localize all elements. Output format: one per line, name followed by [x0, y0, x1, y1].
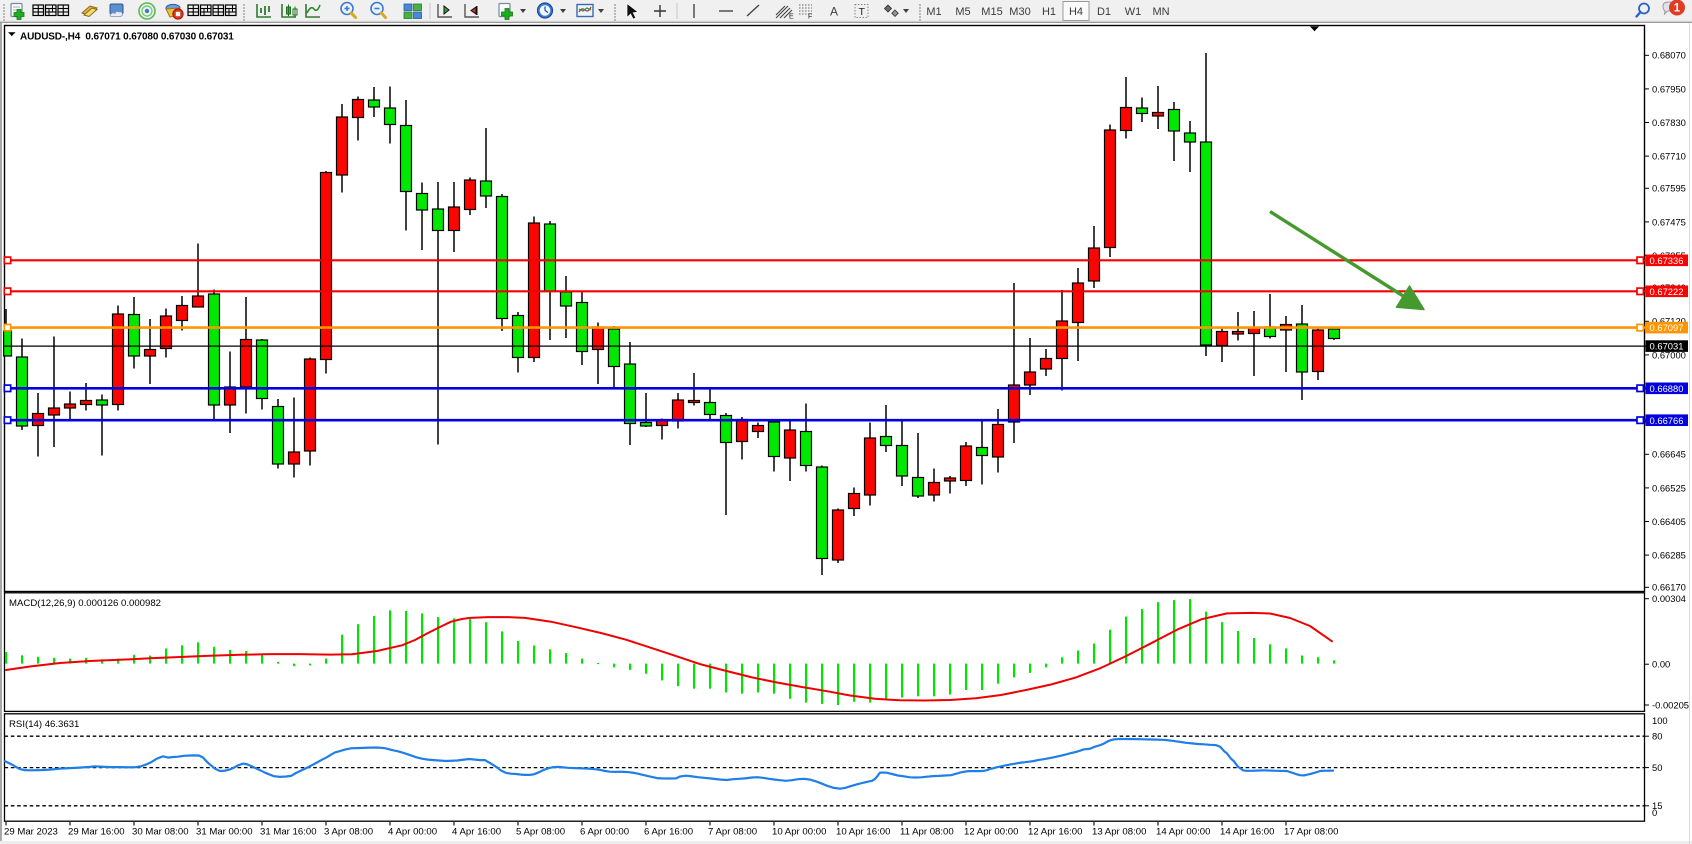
svg-text:10 Apr 16:00: 10 Apr 16:00	[836, 827, 890, 838]
svg-text:80: 80	[1652, 731, 1662, 742]
svg-text:5 Apr 08:00: 5 Apr 08:00	[516, 827, 565, 838]
svg-text:0.67000: 0.67000	[1652, 349, 1686, 360]
svg-text:0.67031: 0.67031	[1650, 341, 1684, 352]
svg-text:0.67336: 0.67336	[1650, 255, 1684, 266]
svg-text:1: 1	[1674, 3, 1681, 15]
svg-text:4 Apr 16:00: 4 Apr 16:00	[452, 827, 501, 838]
svg-text:H4: H4	[1069, 6, 1083, 18]
svg-text:0.66645: 0.66645	[1652, 449, 1686, 460]
svg-text:M15: M15	[981, 6, 1002, 18]
svg-text:D1: D1	[1097, 6, 1111, 18]
svg-text:0.67595: 0.67595	[1652, 183, 1686, 194]
svg-text:H1: H1	[1042, 6, 1056, 18]
svg-text:M30: M30	[1009, 6, 1030, 18]
svg-text:6 Apr 00:00: 6 Apr 00:00	[580, 827, 629, 838]
svg-text:12 Apr 16:00: 12 Apr 16:00	[1028, 827, 1082, 838]
svg-text:T: T	[859, 6, 866, 18]
svg-text:17 Apr 08:00: 17 Apr 08:00	[1284, 827, 1338, 838]
svg-text:E: E	[789, 14, 794, 21]
svg-text:0.66405: 0.66405	[1652, 516, 1686, 527]
svg-text:0.67475: 0.67475	[1652, 216, 1686, 227]
svg-text:31 Mar 16:00: 31 Mar 16:00	[260, 827, 317, 838]
svg-text:0.68070: 0.68070	[1652, 50, 1686, 61]
svg-text:0.66285: 0.66285	[1652, 550, 1686, 561]
svg-text:10 Apr 00:00: 10 Apr 00:00	[772, 827, 826, 838]
svg-text:29 Mar 16:00: 29 Mar 16:00	[68, 827, 125, 838]
svg-text:0.67222: 0.67222	[1650, 286, 1684, 297]
svg-text:12 Apr 00:00: 12 Apr 00:00	[964, 827, 1018, 838]
svg-text:0.67120: 0.67120	[1652, 316, 1686, 327]
svg-text:0.66880: 0.66880	[1650, 383, 1684, 394]
svg-text:7 Apr 08:00: 7 Apr 08:00	[708, 827, 757, 838]
svg-text:100: 100	[1652, 715, 1668, 726]
svg-text:0.67950: 0.67950	[1652, 83, 1686, 94]
svg-text:0.66170: 0.66170	[1652, 582, 1686, 593]
svg-text:0: 0	[1652, 807, 1657, 818]
svg-text:0.66525: 0.66525	[1652, 482, 1686, 493]
svg-text:50: 50	[1652, 762, 1662, 773]
svg-text:11 Apr 08:00: 11 Apr 08:00	[900, 827, 954, 838]
svg-text:M5: M5	[955, 6, 970, 18]
svg-text:A: A	[830, 5, 838, 19]
svg-text:F: F	[808, 14, 812, 21]
svg-text:13 Apr 08:00: 13 Apr 08:00	[1092, 827, 1146, 838]
svg-text:0.66766: 0.66766	[1650, 415, 1684, 426]
svg-text:MACD(12,26,9) 0.000126 0.00098: MACD(12,26,9) 0.000126 0.000982	[9, 598, 161, 609]
svg-text:RSI(14) 46.3631: RSI(14) 46.3631	[9, 719, 79, 730]
svg-text:0.67097: 0.67097	[1650, 322, 1684, 333]
svg-text:14 Apr 00:00: 14 Apr 00:00	[1156, 827, 1210, 838]
svg-text:6 Apr 16:00: 6 Apr 16:00	[644, 827, 693, 838]
svg-text:4 Apr 00:00: 4 Apr 00:00	[388, 827, 437, 838]
svg-text:3 Apr 08:00: 3 Apr 08:00	[324, 827, 373, 838]
svg-text:15: 15	[1652, 800, 1662, 811]
svg-text:-0.00205: -0.00205	[1652, 699, 1689, 710]
svg-text:M1: M1	[926, 6, 941, 18]
svg-text:31 Mar 00:00: 31 Mar 00:00	[196, 827, 253, 838]
svg-text:0.67830: 0.67830	[1652, 117, 1686, 128]
svg-text:AUDUSD-,H4 0.67071 0.67080 0.: AUDUSD-,H4 0.67071 0.67080 0.67030 0.670…	[20, 32, 234, 43]
svg-text:MN: MN	[1152, 6, 1169, 18]
svg-text:29 Mar 2023: 29 Mar 2023	[4, 827, 58, 838]
svg-text:30 Mar 08:00: 30 Mar 08:00	[132, 827, 189, 838]
svg-text:0.00: 0.00	[1652, 659, 1670, 670]
svg-text:0.00304: 0.00304	[1652, 593, 1686, 604]
svg-text:0.67710: 0.67710	[1652, 151, 1686, 162]
svg-text:14 Apr 16:00: 14 Apr 16:00	[1220, 827, 1274, 838]
svg-text:W1: W1	[1125, 6, 1142, 18]
